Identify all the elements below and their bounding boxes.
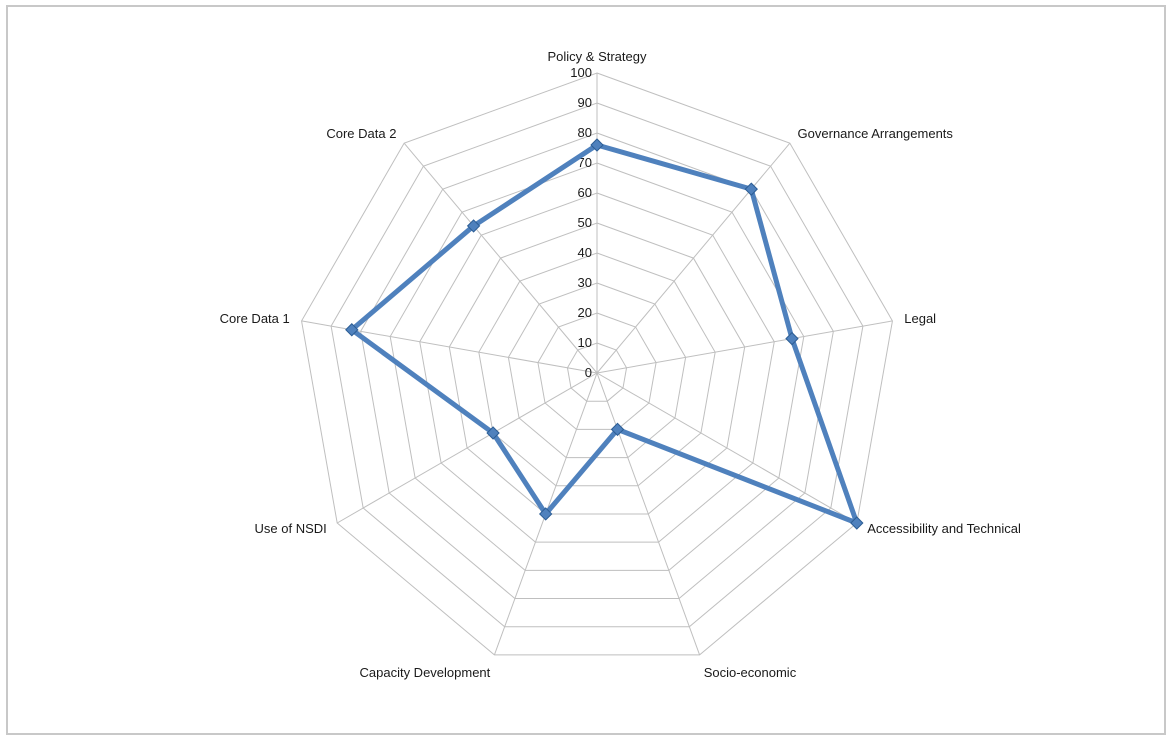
chart-frame: 0 10 20 30 40 50 60 70 80 90 100 Policy & Strategy… xyxy=(6,5,1166,735)
series-layer xyxy=(345,138,864,530)
grid-ring xyxy=(478,252,716,487)
tick-label: 80 xyxy=(578,125,592,140)
axis-label: Governance Arrangements xyxy=(798,126,954,141)
axis-labels: Policy & Strategy Governance Arrangements… xyxy=(220,49,1021,680)
tick-label: 30 xyxy=(578,275,592,290)
radar-chart: 0 10 20 30 40 50 60 70 80 90 100 Policy & Strategy… xyxy=(220,49,1021,680)
axis-label: Socio-economic xyxy=(704,665,797,680)
series-line xyxy=(349,142,860,526)
data-point xyxy=(466,219,481,233)
tick-label: 100 xyxy=(570,65,592,80)
data-point xyxy=(610,422,625,437)
spoke-layer xyxy=(301,73,893,656)
axis-spoke xyxy=(596,142,791,374)
data-point xyxy=(345,323,359,337)
axis-spoke xyxy=(596,320,893,374)
axis-spoke xyxy=(336,372,598,524)
axis-spoke xyxy=(596,372,701,656)
axis-spoke xyxy=(596,372,858,524)
axis-spoke xyxy=(301,320,598,374)
tick-labels: 0 10 20 30 40 50 60 70 80 90 100 xyxy=(570,65,592,380)
grid-layer xyxy=(301,72,893,656)
grid-ring xyxy=(566,342,628,402)
axis-label: Policy & Strategy xyxy=(548,49,647,64)
axis-label: Legal xyxy=(904,311,936,326)
tick-label: 0 xyxy=(585,365,592,380)
tick-label: 70 xyxy=(578,155,592,170)
axis-label: Core Data 2 xyxy=(326,126,396,141)
axis-spoke xyxy=(403,142,598,374)
data-point xyxy=(486,426,500,440)
axis-label: Core Data 1 xyxy=(220,311,290,326)
grid-ring xyxy=(360,132,834,600)
data-point xyxy=(850,516,864,530)
grid-ring xyxy=(389,162,805,571)
axis-label: Capacity Development xyxy=(359,665,490,680)
grid-ring xyxy=(537,312,657,430)
data-point xyxy=(590,138,604,152)
data-point xyxy=(538,507,553,521)
grid-ring xyxy=(301,72,893,656)
data-point xyxy=(744,182,758,196)
tick-label: 40 xyxy=(578,245,592,260)
tick-label: 60 xyxy=(578,185,592,200)
tick-label: 20 xyxy=(578,305,592,320)
grid-ring xyxy=(448,222,746,515)
axis-label: Use of NSDI xyxy=(255,521,327,536)
tick-label: 90 xyxy=(578,95,592,110)
grid-ring xyxy=(419,192,775,543)
tick-label: 50 xyxy=(578,215,592,230)
grid-ring xyxy=(330,102,864,628)
data-point xyxy=(785,331,799,346)
grid-ring xyxy=(507,282,687,459)
tick-label: 10 xyxy=(578,335,592,350)
axis-label: Accessibility and Technical xyxy=(867,521,1021,536)
